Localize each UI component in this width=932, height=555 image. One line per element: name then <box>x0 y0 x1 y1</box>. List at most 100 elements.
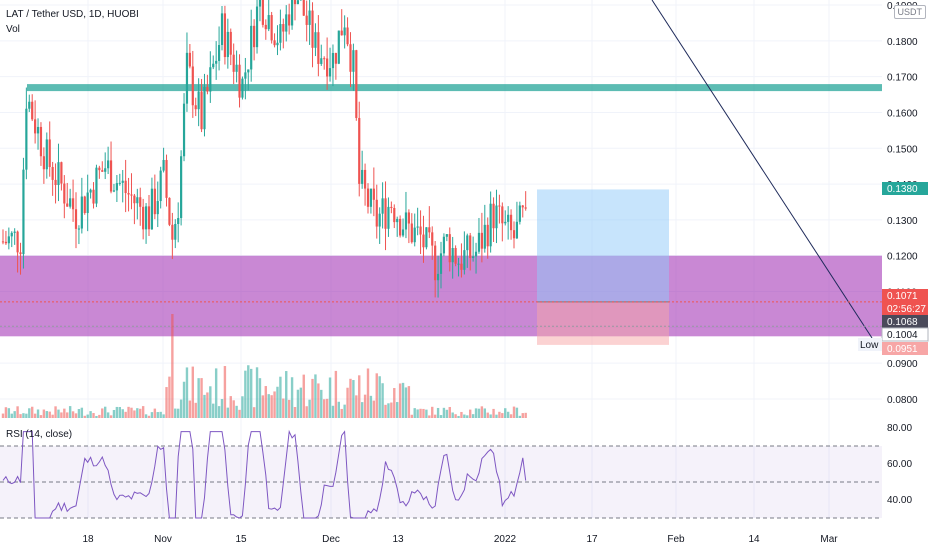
volume-bar <box>387 403 389 418</box>
volume-bar <box>507 412 509 418</box>
candle-body <box>376 200 378 227</box>
volume-bar <box>370 396 372 418</box>
volume-bar <box>34 414 36 418</box>
candle-body <box>28 102 30 109</box>
volume-bar <box>253 407 255 418</box>
candle-body <box>326 59 328 77</box>
candle-body <box>422 235 424 248</box>
volume-bar <box>177 409 179 418</box>
volume-bar <box>294 407 296 418</box>
volume-bar <box>460 412 462 418</box>
candle-body <box>332 53 334 68</box>
candle-body <box>110 160 112 191</box>
volume-bar <box>241 396 243 418</box>
volume-bar <box>399 383 401 418</box>
candle-body <box>288 14 290 25</box>
candle-body <box>189 53 191 67</box>
volume-bar <box>376 373 378 418</box>
volume-bar <box>457 416 459 418</box>
candle-body <box>417 227 419 228</box>
stop-zone <box>537 302 669 345</box>
candle-body <box>113 190 115 191</box>
candle-body <box>265 25 267 29</box>
volume-bar <box>139 409 141 418</box>
candle-body <box>139 197 141 207</box>
volume-bar <box>122 409 124 418</box>
candle-body <box>60 162 62 183</box>
candle-body <box>168 198 170 225</box>
volume-bar <box>46 411 48 418</box>
low-label: Low <box>860 340 879 351</box>
volume-bar <box>145 414 147 418</box>
candle-body <box>104 168 106 172</box>
volume-bar <box>440 415 442 418</box>
volume-bar <box>449 407 451 418</box>
candle-body <box>487 225 489 246</box>
candle-body <box>460 264 462 270</box>
candle-body <box>481 233 483 249</box>
candle-body <box>116 183 118 190</box>
volume-bar <box>326 399 328 418</box>
candle-body <box>215 61 217 64</box>
candle-body <box>361 170 363 184</box>
candle-body <box>241 79 243 98</box>
candle-body <box>428 227 430 232</box>
candle-body <box>306 16 308 25</box>
rsi-tick-label: 60.00 <box>887 459 912 470</box>
volume-bar <box>212 404 214 418</box>
volume-bar <box>390 403 392 418</box>
price-tick-label: 0.0900 <box>887 359 918 370</box>
volume-bar <box>92 413 94 418</box>
price-badge-text: 0.1004 <box>887 330 918 341</box>
candle-body <box>393 208 395 222</box>
time-tick-label: Dec <box>322 534 340 545</box>
volume-bar <box>165 387 167 418</box>
candle-body <box>200 92 202 130</box>
volume-bar <box>162 414 164 418</box>
volume-bar <box>408 386 410 418</box>
candle-body <box>31 102 33 120</box>
candle-body <box>101 170 103 172</box>
volume-bar <box>504 408 506 418</box>
volume-bar <box>492 409 494 418</box>
currency-badge[interactable]: USDT <box>894 5 927 19</box>
time-tick-label: 13 <box>392 534 404 545</box>
volume-bar <box>124 412 126 418</box>
volume-bar <box>11 414 13 418</box>
volume-bar <box>192 367 194 418</box>
volume-bar <box>69 406 71 418</box>
volume-bar <box>364 395 366 418</box>
candle-body <box>244 72 246 78</box>
volume-bar <box>282 399 284 418</box>
candle-body <box>236 65 238 72</box>
volume-bar <box>95 416 97 418</box>
candle-body <box>525 207 527 208</box>
price-badge-text: 02:56:27 <box>887 304 926 315</box>
price-tick-label: 0.1700 <box>887 73 918 84</box>
volume-bar <box>314 374 316 418</box>
candle-body <box>294 0 296 4</box>
time-axis-panel <box>0 528 932 550</box>
candle-body <box>49 139 51 167</box>
candle-body <box>440 253 442 274</box>
volume-bar <box>183 382 185 418</box>
time-tick-label: 18 <box>82 534 94 545</box>
volume-bar <box>136 408 138 418</box>
candle-body <box>484 225 486 249</box>
candle-body <box>218 45 220 61</box>
volume-bar <box>434 415 436 418</box>
candle-body <box>271 15 273 40</box>
candle-body <box>510 215 512 230</box>
volume-bar <box>238 410 240 418</box>
candle-body <box>95 168 97 204</box>
candle-body <box>370 189 372 207</box>
volume-bar <box>89 411 91 418</box>
volume-bar <box>84 416 86 418</box>
candle-body <box>198 92 200 110</box>
time-tick-label: Mar <box>820 534 838 545</box>
candle-body <box>2 241 4 242</box>
volume-bar <box>57 410 59 418</box>
candle-body <box>165 160 167 198</box>
